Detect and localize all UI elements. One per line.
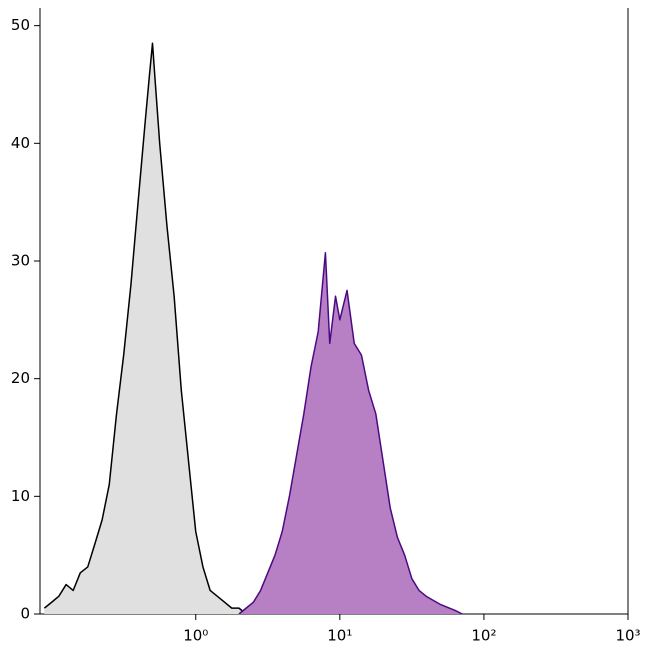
y-tick-label: 20 (11, 369, 30, 387)
y-tick-label: 30 (11, 251, 30, 269)
x-tick-label: 10³ (615, 627, 640, 645)
x-tick-label: 10⁰ (183, 627, 208, 645)
area-fill (238, 252, 463, 614)
y-tick-label: 10 (11, 487, 30, 505)
x-tick-label: 10¹ (327, 627, 352, 645)
area-fill (44, 43, 247, 615)
series-line (43, 42, 247, 615)
y-tick-label: 50 (11, 16, 30, 34)
series-line (238, 252, 463, 615)
x-tick-label: 10² (471, 627, 496, 645)
y-tick-label: 40 (11, 134, 30, 152)
y-tick-label: 0 (20, 605, 30, 623)
